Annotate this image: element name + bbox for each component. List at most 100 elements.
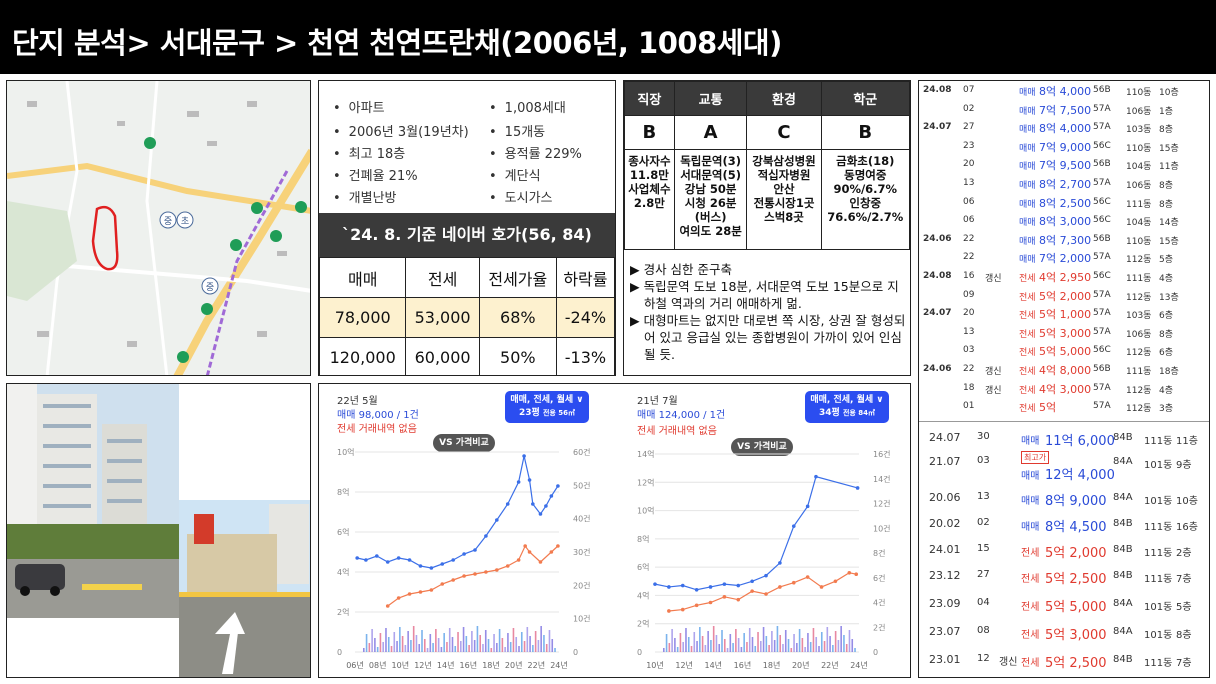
tx-area: 57A (1093, 178, 1111, 188)
tx-price: 5억 2,500 (1045, 572, 1107, 587)
volume-bar (798, 629, 801, 652)
volume-bar (832, 645, 834, 652)
tx-type: 매매 (1019, 181, 1036, 191)
tx-type: 전세 (1019, 348, 1036, 359)
volume-bar (421, 630, 423, 652)
volume-bar (526, 627, 529, 652)
volume-bar (732, 643, 734, 652)
price-col-header: 전세 (405, 257, 480, 298)
list-item[interactable]: 09 전세 5억 2,000 57A 112동 13층 (919, 288, 1209, 304)
data-point (484, 534, 488, 538)
chart1-compare-button[interactable]: VS 가격비교 (433, 434, 495, 452)
tx-type: 전세 (1021, 658, 1040, 669)
price-chart-panel[interactable]: 22년 5월 매매 98,000 / 1건 전세 거래내역 없음 매매, 전세,… (318, 383, 911, 678)
list-item[interactable]: 24.06 22 갱신 전세 4억 8,000 56B 111동 18층 (919, 362, 1209, 378)
list-item[interactable]: 최고가 21.07 03 매매 12억 4,000 84A 101동 9층 (919, 451, 1209, 483)
tx-dong: 112동 (1126, 348, 1152, 359)
chart2-sale-label: 매매 124,000 / 1건 (637, 410, 726, 421)
map-canvas[interactable]: 중 초 중 (7, 81, 311, 376)
list-item[interactable]: 23.09 04 전세 5억 5,000 84A 101동 5층 (919, 593, 1209, 615)
note-line: ▶ 독립문역 도보 18분, 서대문역 도보 15분으로 지하철 역과의 거리 … (630, 279, 899, 311)
data-point (473, 572, 477, 576)
chart1-filter-dropdown[interactable]: 매매, 전세, 월세 ∨ 23평 전용 56㎡ (505, 391, 589, 423)
tx-type: 전세 (1019, 329, 1036, 340)
grade-value: B (820, 115, 910, 150)
data-point (505, 564, 510, 568)
list-item[interactable]: 24.08 16 갱신 전세 4억 2,950 56C 111동 4층 (919, 269, 1209, 285)
tx-floor: 15층 (1159, 143, 1179, 154)
grade-detail-line: 적십자병원 (757, 168, 811, 182)
data-point (473, 548, 477, 552)
volume-bar (687, 637, 690, 652)
list-item[interactable]: 06 매매 8억 3,000 56C 104동 14층 (919, 213, 1209, 229)
tx-price: 7억 9,000 (1039, 140, 1092, 154)
tx-floor: 15층 (1159, 236, 1179, 247)
grade-header: 교통 (673, 81, 748, 116)
data-point (736, 583, 741, 588)
volume-bar (529, 636, 531, 652)
tx-area: 84B (1113, 432, 1133, 443)
chart2-compare-button[interactable]: VS 가격비교 (731, 438, 793, 456)
tx-floor: 8층 (1159, 181, 1174, 191)
list-item[interactable]: 23 매매 7억 9,000 56C 110동 15층 (919, 139, 1209, 155)
tx-price: 8억 2,500 (1039, 196, 1092, 210)
transaction-list-panel[interactable]: 24.08 07 매매 8억 4,000 56B 110동 10층 02 매매 7억 7,500 5… (918, 80, 1210, 678)
grade-value: C (746, 115, 822, 150)
chart2-filter-dropdown[interactable]: 매매, 전세, 월세 ∨ 34평 전용 84㎡ (805, 391, 889, 423)
tx-day: 12 (977, 653, 990, 664)
list-item[interactable]: 20.06 13 매매 8억 9,000 84A 101동 10층 (919, 487, 1209, 509)
data-point (708, 585, 713, 589)
volume-bar (512, 628, 515, 652)
list-item[interactable]: 13 매매 8억 2,700 57A 106동 8층 (919, 176, 1209, 192)
list-item[interactable]: 23.01 12 갱신 전세 5억 2,500 84B 111동 7층 (919, 649, 1209, 671)
volume-bar (376, 647, 379, 652)
data-point (396, 596, 401, 600)
price-cell: 50% (478, 337, 557, 375)
list-item[interactable]: 18 갱신 전세 4억 3,000 57A 112동 4층 (919, 381, 1209, 397)
tx-dong: 101동 (1144, 496, 1173, 507)
list-item[interactable]: 02 매매 7억 7,500 57A 106동 1층 (919, 102, 1209, 118)
data-point (522, 454, 526, 458)
tx-month: 24.06 (923, 364, 952, 374)
volume-bar (718, 644, 721, 652)
list-item[interactable]: 24.01 15 전세 5억 2,000 84B 111동 2층 (919, 539, 1209, 561)
list-item[interactable]: 24.08 07 매매 8억 4,000 56B 110동 10층 (919, 83, 1209, 99)
volume-bar (393, 632, 396, 652)
tx-type: 전세 (1021, 602, 1040, 613)
tx-area: 56B (1093, 364, 1111, 374)
list-item[interactable]: 24.07 30 매매 11억 6,000 84B 111동 11층 (919, 427, 1209, 449)
list-item[interactable]: 22 매매 7억 2,000 57A 112동 5층 (919, 250, 1209, 266)
list-item[interactable]: 20.02 02 매매 8억 4,500 84B 111동 16층 (919, 513, 1209, 535)
volume-bar (782, 644, 784, 652)
data-point (833, 579, 838, 584)
volume-bar (760, 641, 762, 652)
tx-tag: 갱신 (999, 657, 1018, 668)
list-item[interactable]: 24.07 20 전세 5억 1,000 57A 103동 6층 (919, 306, 1209, 322)
list-item[interactable]: 13 전세 5억 3,000 57A 106동 8층 (919, 325, 1209, 341)
list-item[interactable]: 24.07 27 매매 8억 4,000 57A 103동 8층 (919, 120, 1209, 136)
tx-area: 57A (1093, 382, 1111, 393)
list-item[interactable]: 23.07 08 전세 5억 3,000 84A 101동 8층 (919, 621, 1209, 643)
summary-item: 15개동 (489, 121, 545, 140)
price-charts[interactable]: 0 2억 4억 6억 8억 10억 0 10건 20건 30건 40건 50건 60건 06년 08년 10년… (319, 384, 909, 676)
volume-bar (465, 636, 468, 652)
list-item[interactable]: 06 매매 8억 2,500 56C 111동 8층 (919, 195, 1209, 211)
list-item[interactable]: 01 전세 5억 57A 112동 3층 (919, 399, 1209, 415)
data-point (556, 544, 560, 548)
tx-day: 03 (977, 455, 990, 466)
tx-price: 5억 3,000 (1039, 326, 1092, 340)
y-tick-label: 6억 (337, 527, 349, 537)
map-panel[interactable]: 중 초 중 (6, 80, 311, 376)
volume-bar (482, 644, 484, 652)
tx-tag: 갱신 (985, 367, 1002, 377)
tx-day: 22 (963, 252, 975, 263)
x-tick-label: 10년 (646, 660, 664, 670)
list-item[interactable]: 20 매매 7억 9,500 56B 104동 11층 (919, 157, 1209, 173)
tx-day: 02 (977, 517, 990, 528)
tx-dong: 111동 (1126, 367, 1152, 377)
list-item[interactable]: 23.12 27 전세 5억 2,500 84B 111동 7층 (919, 565, 1209, 587)
volume-bar (826, 627, 829, 652)
list-item[interactable]: 03 전세 5억 5,000 56C 112동 6층 (919, 343, 1209, 359)
data-point (764, 592, 768, 596)
list-item[interactable]: 24.06 22 매매 8억 7,300 56B 110동 15층 (919, 232, 1209, 248)
